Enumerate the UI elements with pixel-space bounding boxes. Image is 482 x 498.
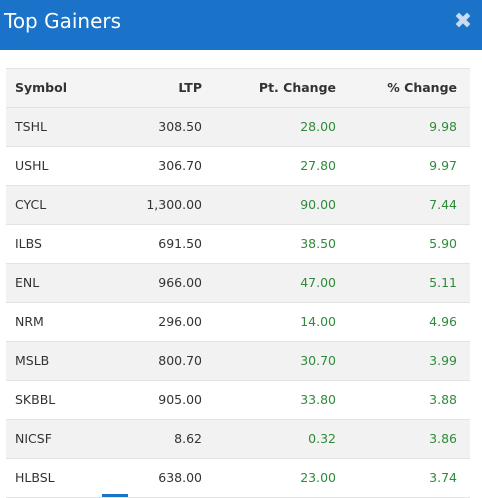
ltp-cell: 8.62 xyxy=(174,431,202,446)
table-row[interactable]: ENL 966.00 47.00 5.11 xyxy=(6,264,470,303)
ltp-cell: 1,300.00 xyxy=(146,197,202,212)
pt-change-cell: 27.80 xyxy=(300,158,336,173)
table-row[interactable]: NRM 296.00 14.00 4.96 xyxy=(6,303,470,342)
pt-change-cell: 23.00 xyxy=(300,470,336,485)
top-gainers-table: Symbol LTP Pt. Change % Change TSHL 308.5… xyxy=(6,68,470,498)
column-header-pt-change[interactable]: Pt. Change xyxy=(258,80,336,95)
ltp-cell: 966.00 xyxy=(158,275,202,290)
table-row[interactable]: NICSF 8.62 0.32 3.86 xyxy=(6,420,470,459)
column-header-symbol[interactable]: Symbol xyxy=(15,80,67,95)
symbol-cell: NICSF xyxy=(15,431,52,446)
table-row[interactable]: USHL 306.70 27.80 9.97 xyxy=(6,147,470,186)
pt-change-cell: 33.80 xyxy=(300,392,336,407)
symbol-cell: ILBS xyxy=(15,236,42,251)
pct-change-cell: 3.86 xyxy=(429,431,457,446)
pt-change-cell: 28.00 xyxy=(300,119,336,134)
symbol-cell: TSHL xyxy=(15,119,47,134)
ltp-cell: 308.50 xyxy=(158,119,202,134)
symbol-cell: SKBBL xyxy=(15,392,56,407)
pct-change-cell: 9.98 xyxy=(429,119,457,134)
scroll-indicator[interactable] xyxy=(102,494,128,497)
table-row[interactable]: HLBSL 638.00 23.00 3.74 xyxy=(6,459,470,498)
table-row[interactable]: TSHL 308.50 28.00 9.98 xyxy=(6,108,470,147)
symbol-cell: USHL xyxy=(15,158,49,173)
pct-change-cell: 5.90 xyxy=(429,236,457,251)
pct-change-cell: 3.88 xyxy=(429,392,457,407)
table-row[interactable]: ILBS 691.50 38.50 5.90 xyxy=(6,225,470,264)
pt-change-cell: 47.00 xyxy=(300,275,336,290)
pct-change-cell: 4.96 xyxy=(429,314,457,329)
ltp-cell: 800.70 xyxy=(158,353,202,368)
ltp-cell: 638.00 xyxy=(158,470,202,485)
pt-change-cell: 30.70 xyxy=(300,353,336,368)
pt-change-cell: 38.50 xyxy=(300,236,336,251)
symbol-cell: CYCL xyxy=(15,197,47,212)
pct-change-cell: 5.11 xyxy=(429,275,457,290)
modal-title: Top Gainers xyxy=(4,9,122,33)
symbol-cell: MSLB xyxy=(15,353,50,368)
ltp-cell: 905.00 xyxy=(158,392,202,407)
close-icon[interactable]: ✖ xyxy=(453,9,473,34)
table-row[interactable]: MSLB 800.70 30.70 3.99 xyxy=(6,342,470,381)
table-row[interactable]: SKBBL 905.00 33.80 3.88 xyxy=(6,381,470,420)
ltp-cell: 691.50 xyxy=(158,236,202,251)
pt-change-cell: 14.00 xyxy=(300,314,336,329)
column-header-pct-change[interactable]: % Change xyxy=(387,80,457,95)
table-row[interactable]: CYCL 1,300.00 90.00 7.44 xyxy=(6,186,470,225)
column-header-ltp[interactable]: LTP xyxy=(178,80,202,95)
table-header-row: Symbol LTP Pt. Change % Change xyxy=(6,69,470,108)
pct-change-cell: 3.99 xyxy=(429,353,457,368)
modal-header: Top Gainers ✖ xyxy=(0,0,482,50)
pct-change-cell: 9.97 xyxy=(429,158,457,173)
ltp-cell: 306.70 xyxy=(158,158,202,173)
pct-change-cell: 3.74 xyxy=(429,470,457,485)
symbol-cell: HLBSL xyxy=(15,470,55,485)
pt-change-cell: 90.00 xyxy=(300,197,336,212)
symbol-cell: NRM xyxy=(15,314,44,329)
pct-change-cell: 7.44 xyxy=(429,197,457,212)
pt-change-cell: 0.32 xyxy=(308,431,336,446)
symbol-cell: ENL xyxy=(15,275,40,290)
ltp-cell: 296.00 xyxy=(158,314,202,329)
